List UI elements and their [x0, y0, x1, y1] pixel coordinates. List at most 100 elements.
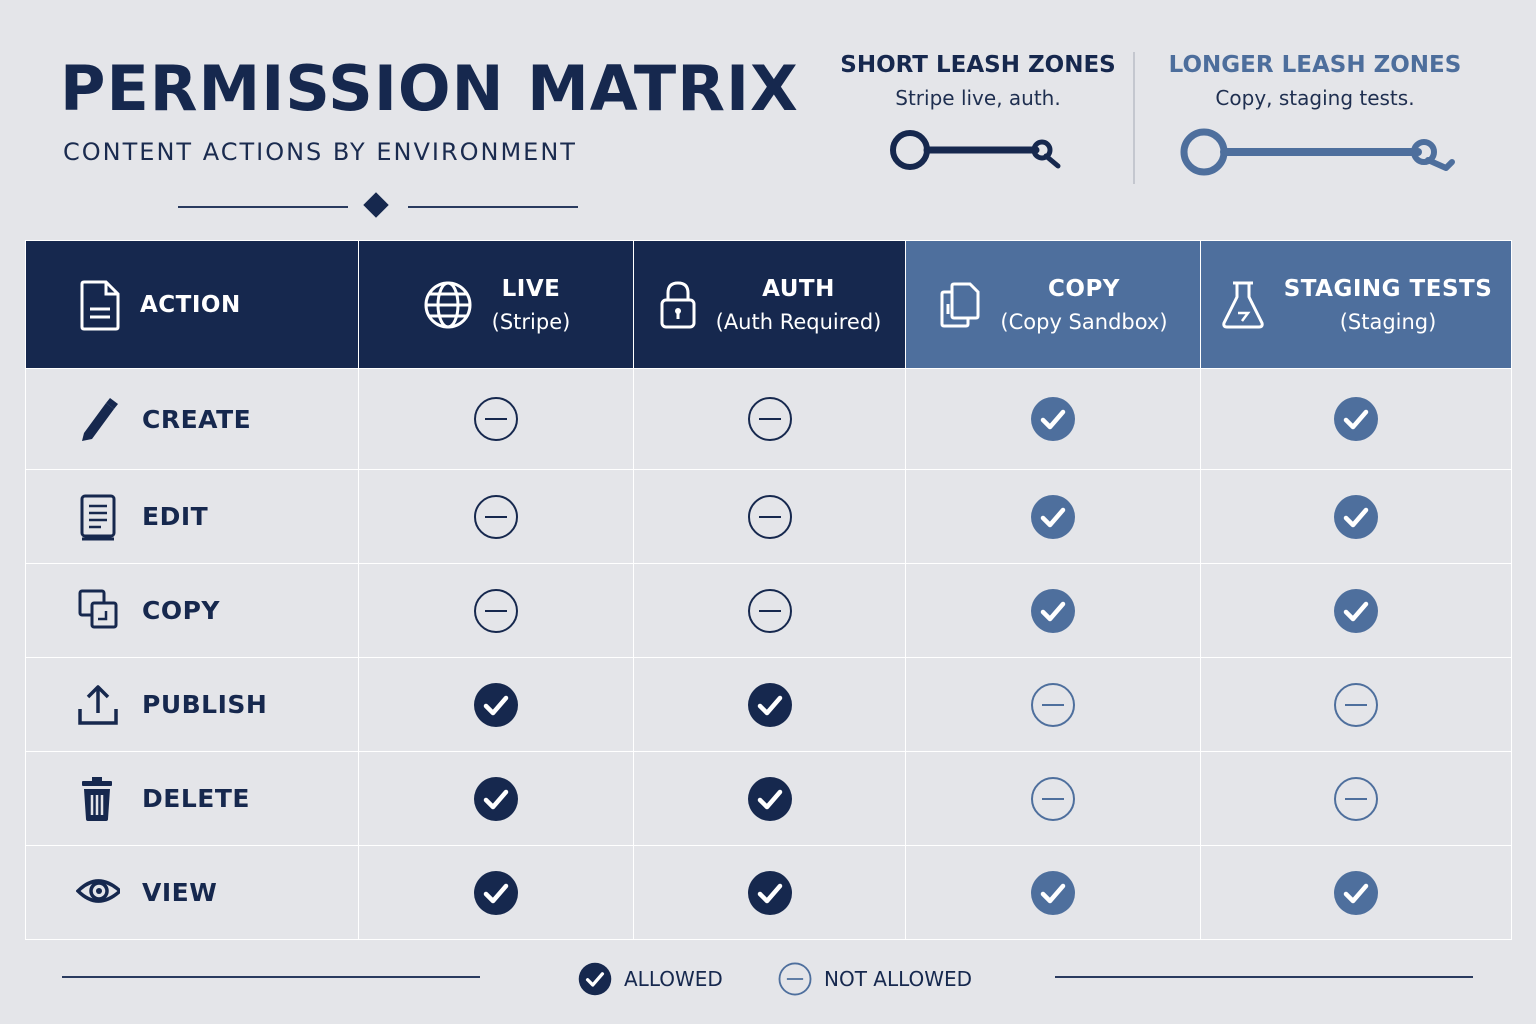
long-leash-zone: LONGER LEASH ZONES Copy, staging tests. — [1160, 52, 1470, 178]
not-allowed-icon — [1031, 682, 1075, 727]
pencil-icon — [82, 398, 118, 441]
action-cell: CREATE — [25, 368, 359, 470]
not-allowed-icon — [747, 494, 792, 539]
action-label: COPY — [142, 596, 221, 625]
action-label: EDIT — [142, 502, 209, 531]
allowed-check-icon — [1031, 588, 1075, 633]
short-leash-zone: SHORT LEASH ZONES Stripe live, auth. — [840, 52, 1116, 174]
permission-cell — [905, 657, 1201, 752]
permission-cell — [1200, 563, 1512, 658]
permission-cell — [1200, 751, 1512, 846]
column-header-sub: (Auth Required) — [715, 309, 882, 334]
long-leash-title: LONGER LEASH ZONES — [1168, 52, 1462, 78]
document-icon — [80, 280, 120, 330]
globe-icon — [424, 281, 472, 328]
action-label: VIEW — [142, 878, 218, 907]
legend-line-right — [1055, 976, 1473, 978]
allowed-check-icon — [747, 870, 792, 915]
ornament-diamond — [363, 192, 389, 218]
column-header-staging: STAGING TESTS (Staging) — [1200, 240, 1512, 369]
column-header-live: LIVE (Stripe) — [358, 240, 634, 369]
table-row: COPY — [25, 563, 1512, 658]
short-leash-title: SHORT LEASH ZONES — [840, 52, 1116, 78]
permission-cell — [905, 563, 1201, 658]
allowed-check-icon — [1334, 397, 1378, 441]
trash-icon — [82, 776, 112, 821]
column-header-auth: AUTH (Auth Required) — [633, 240, 906, 369]
permission-cell — [905, 368, 1201, 470]
not-allowed-icon — [747, 588, 792, 633]
action-label: PUBLISH — [142, 690, 268, 719]
permission-cell — [1200, 845, 1512, 940]
permission-cell — [905, 469, 1201, 564]
permission-cell — [633, 751, 906, 846]
long-leash-description: Copy, staging tests. — [1215, 86, 1415, 110]
column-header-name: COPY — [1048, 275, 1120, 302]
table-row: PUBLISH — [25, 657, 1512, 752]
allowed-check-icon — [474, 682, 518, 727]
permission-cell — [1200, 657, 1512, 752]
permission-cell — [633, 469, 906, 564]
page-subtitle: CONTENT ACTIONS BY ENVIRONMENT — [63, 138, 577, 166]
long-leash-icon — [1180, 128, 1455, 176]
allowed-check-icon — [1334, 870, 1378, 915]
flask-icon — [1222, 281, 1264, 328]
legend-not-allowed-label: NOT ALLOWED — [824, 967, 973, 991]
not-allowed-icon — [474, 588, 518, 633]
action-cell: EDIT — [25, 469, 359, 564]
table-row: CREATE — [25, 368, 1512, 470]
not-allowed-icon — [1334, 682, 1378, 727]
upload-icon — [78, 684, 118, 725]
action-cell: DELETE — [25, 751, 359, 846]
zone-divider — [1133, 52, 1135, 184]
table-row: VIEW — [25, 845, 1512, 940]
ornament-line-right — [408, 206, 578, 208]
allowed-check-icon — [1031, 870, 1075, 915]
permission-cell — [358, 845, 634, 940]
permission-cell — [358, 469, 634, 564]
legend-not-allowed: NOT ALLOWED — [778, 962, 972, 996]
permission-cell — [358, 368, 634, 470]
column-header-sub: (Staging) — [1339, 309, 1437, 334]
title-block: PERMISSION MATRIX — [60, 52, 799, 126]
permission-cell — [1200, 368, 1512, 470]
short-leash-description: Stripe live, auth. — [895, 86, 1061, 110]
allowed-check-icon — [1031, 397, 1075, 441]
permission-cell — [633, 657, 906, 752]
allowed-check-icon — [1334, 494, 1378, 539]
eye-icon — [76, 878, 120, 903]
permission-cell — [358, 751, 634, 846]
allowed-check-icon — [1031, 494, 1075, 539]
permission-cell — [905, 751, 1201, 846]
page-title: PERMISSION MATRIX — [60, 52, 799, 125]
action-cell: PUBLISH — [25, 657, 359, 752]
not-allowed-icon — [1031, 776, 1075, 821]
column-header-name: LIVE — [501, 275, 561, 302]
table-row: EDIT — [25, 469, 1512, 564]
action-cell: COPY — [25, 563, 359, 658]
column-header-sub: (Stripe) — [491, 309, 571, 334]
column-header-label: ACTION — [140, 291, 241, 318]
permission-cell — [1200, 469, 1512, 564]
not-allowed-icon — [474, 397, 518, 441]
column-header-name: AUTH — [762, 275, 835, 302]
header-row: ACTION LIVE (Stripe) — [25, 240, 1512, 369]
permission-cell — [358, 563, 634, 658]
matrix-body: CREATE EDIT COPY PUBLISH DELETE VIEW — [25, 368, 1512, 940]
legend-allowed: ALLOWED — [578, 962, 723, 996]
allowed-check-icon — [747, 682, 792, 727]
table-row: DELETE — [25, 751, 1512, 846]
action-label: DELETE — [142, 784, 250, 813]
not-allowed-icon — [1334, 776, 1378, 821]
column-header-action: ACTION — [25, 240, 359, 369]
allowed-check-icon — [747, 776, 792, 821]
files-icon — [940, 282, 980, 327]
ornament-line-left — [178, 206, 348, 208]
permission-cell — [358, 657, 634, 752]
legend-line-left — [62, 976, 480, 978]
action-label: CREATE — [142, 404, 252, 434]
allowed-check-icon — [474, 870, 518, 915]
permission-cell — [905, 845, 1201, 940]
short-leash-icon — [890, 130, 1061, 170]
not-allowed-icon — [474, 494, 518, 539]
